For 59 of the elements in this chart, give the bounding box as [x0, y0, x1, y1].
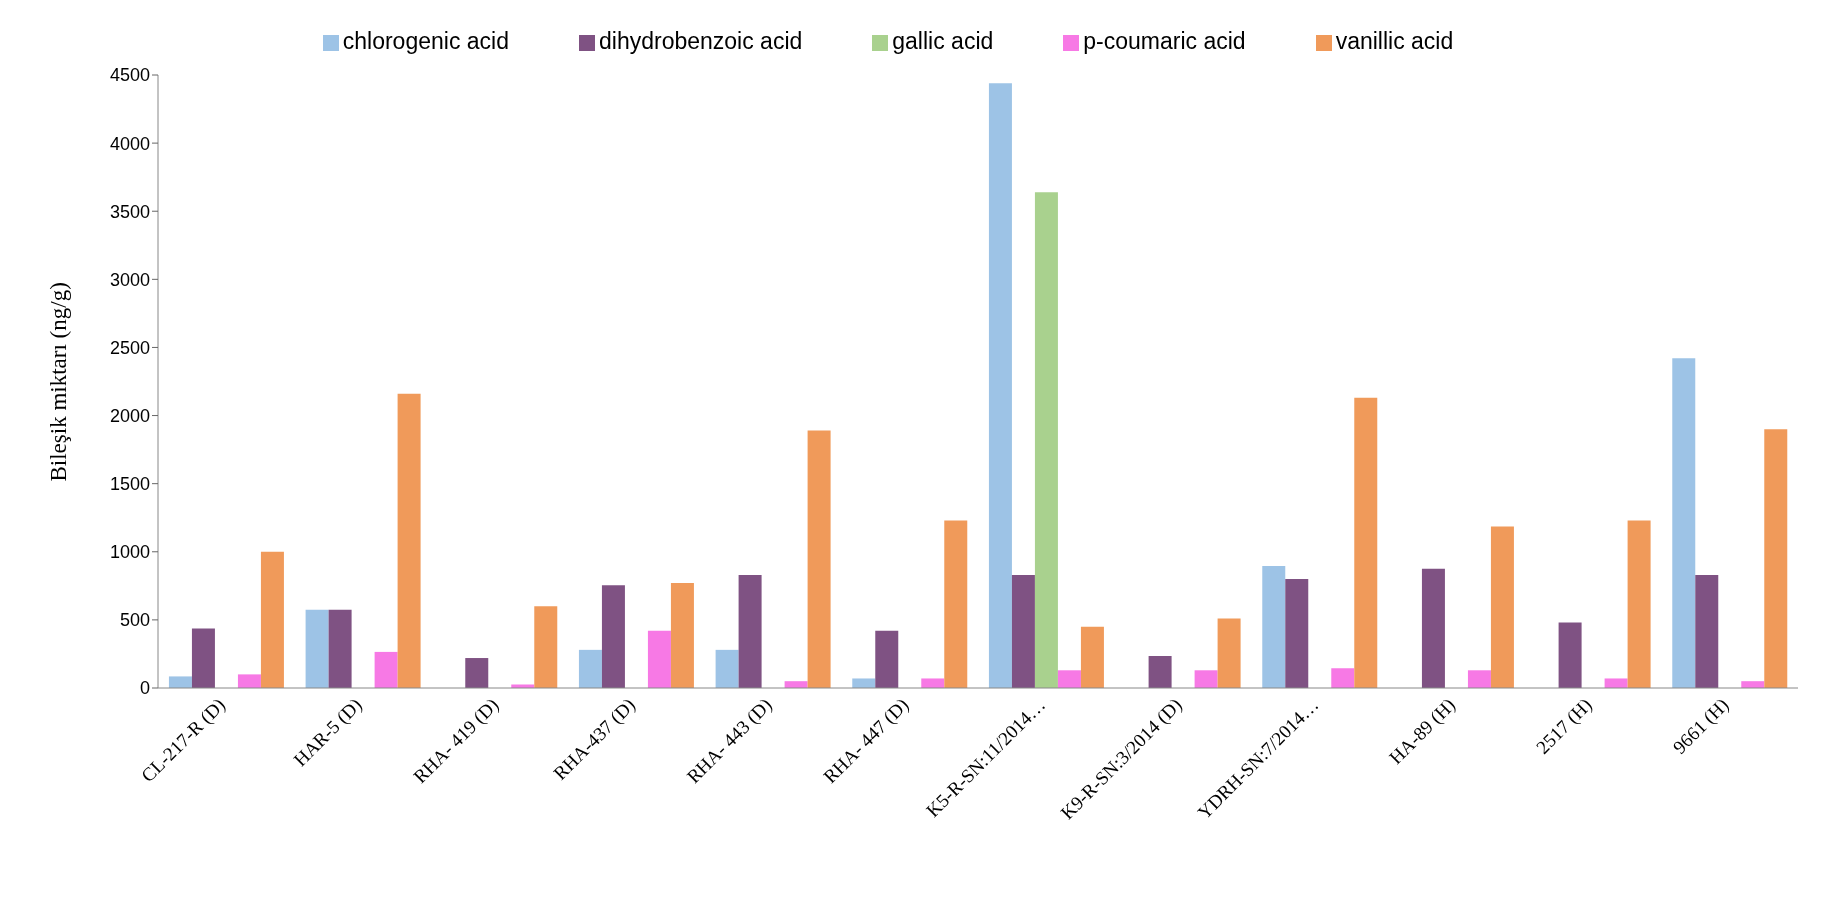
bar — [1672, 358, 1696, 688]
y-tick-label: 1000 — [109, 542, 150, 563]
bar — [168, 676, 192, 688]
bar — [1558, 622, 1582, 688]
bar — [738, 574, 762, 688]
y-tick-label: 3000 — [109, 269, 150, 290]
bar — [1148, 655, 1172, 688]
bar — [260, 551, 284, 688]
y-tick-label: 3500 — [109, 201, 150, 222]
y-tick-label: 2500 — [109, 337, 150, 358]
y-tick-label: 2000 — [109, 405, 150, 426]
bar — [578, 649, 602, 688]
bar — [465, 658, 489, 688]
bar — [1080, 626, 1104, 688]
bar — [534, 606, 558, 688]
y-axis-title: Bileşik miktarı (ng/g) — [46, 282, 72, 482]
bar — [1421, 568, 1445, 688]
bar — [1217, 618, 1241, 688]
bar — [1695, 574, 1719, 688]
legend-label: p-coumaric acid — [1083, 28, 1246, 54]
bar — [715, 649, 739, 688]
bar — [1604, 678, 1628, 688]
bar — [875, 630, 899, 688]
bar — [397, 393, 421, 688]
bar — [807, 430, 831, 688]
bar — [1490, 526, 1514, 688]
bar — [374, 651, 398, 688]
bar — [921, 678, 945, 688]
bar — [601, 585, 625, 688]
legend-label: dihydrobenzoic acid — [598, 28, 803, 54]
bar — [647, 630, 671, 688]
y-tick-label: 0 — [139, 678, 150, 699]
bar — [1057, 670, 1081, 688]
bar — [1764, 429, 1788, 688]
bar — [944, 520, 968, 688]
bar — [1354, 397, 1378, 688]
bar — [670, 583, 694, 688]
legend-label: chlorogenic acid — [342, 28, 509, 54]
bar — [1034, 192, 1058, 688]
bar — [1285, 579, 1309, 688]
legend-label: vanillic acid — [1335, 28, 1454, 54]
bar — [1194, 670, 1218, 688]
y-tick-label: 4500 — [109, 65, 150, 86]
bar — [305, 609, 329, 688]
bar — [988, 83, 1012, 688]
bar — [1467, 670, 1491, 688]
y-tick-label: 500 — [119, 610, 150, 631]
bar — [1627, 520, 1651, 688]
bar — [328, 609, 352, 688]
bar — [852, 678, 876, 688]
bar — [1011, 574, 1035, 688]
x-tick-label: 9661 (H) — [1668, 693, 1734, 759]
y-tick-label: 1500 — [109, 474, 150, 495]
y-tick-label: 4000 — [109, 133, 150, 154]
bar — [237, 674, 261, 688]
bar — [1262, 566, 1286, 688]
bar — [191, 628, 215, 688]
bar — [1331, 668, 1355, 688]
legend-label: gallic acid — [892, 28, 994, 54]
